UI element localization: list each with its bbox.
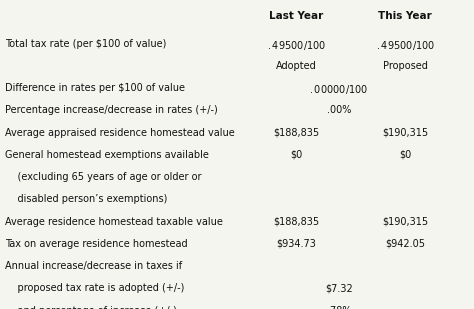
Text: Total tax rate (per $100 of value): Total tax rate (per $100 of value) [5, 39, 166, 49]
Text: Average residence homestead taxable value: Average residence homestead taxable valu… [5, 217, 223, 226]
Text: $.49500/$100: $.49500/$100 [267, 39, 326, 52]
Text: Tax on average residence homestead: Tax on average residence homestead [5, 239, 187, 249]
Text: $942.05: $942.05 [385, 239, 425, 249]
Text: $7.32: $7.32 [325, 283, 353, 293]
Text: $0: $0 [399, 150, 411, 160]
Text: Annual increase/decrease in taxes if: Annual increase/decrease in taxes if [5, 261, 182, 271]
Text: Proposed: Proposed [383, 61, 428, 71]
Text: $188,835: $188,835 [273, 217, 319, 226]
Text: $.00000/$100: $.00000/$100 [310, 83, 368, 96]
Text: Percentage increase/decrease in rates (+/-): Percentage increase/decrease in rates (+… [5, 105, 218, 115]
Text: (excluding 65 years of age or older or: (excluding 65 years of age or older or [5, 172, 201, 182]
Text: General homestead exemptions available: General homestead exemptions available [5, 150, 209, 160]
Text: .78%: .78% [327, 306, 351, 309]
Text: $.49500/$100: $.49500/$100 [376, 39, 435, 52]
Text: Difference in rates per $100 of value: Difference in rates per $100 of value [5, 83, 185, 93]
Text: and percentage of increase (+/-): and percentage of increase (+/-) [5, 306, 177, 309]
Text: proposed tax rate is adopted (+/-): proposed tax rate is adopted (+/-) [5, 283, 184, 293]
Text: $190,315: $190,315 [382, 128, 428, 138]
Text: disabled person’s exemptions): disabled person’s exemptions) [5, 194, 167, 204]
Text: Adopted: Adopted [276, 61, 317, 71]
Text: $934.73: $934.73 [276, 239, 316, 249]
Text: $190,315: $190,315 [382, 217, 428, 226]
Text: .00%: .00% [327, 105, 351, 115]
Text: $188,835: $188,835 [273, 128, 319, 138]
Text: $0: $0 [290, 150, 302, 160]
Text: Average appraised residence homestead value: Average appraised residence homestead va… [5, 128, 235, 138]
Text: Last Year: Last Year [269, 11, 323, 21]
Text: This Year: This Year [378, 11, 432, 21]
